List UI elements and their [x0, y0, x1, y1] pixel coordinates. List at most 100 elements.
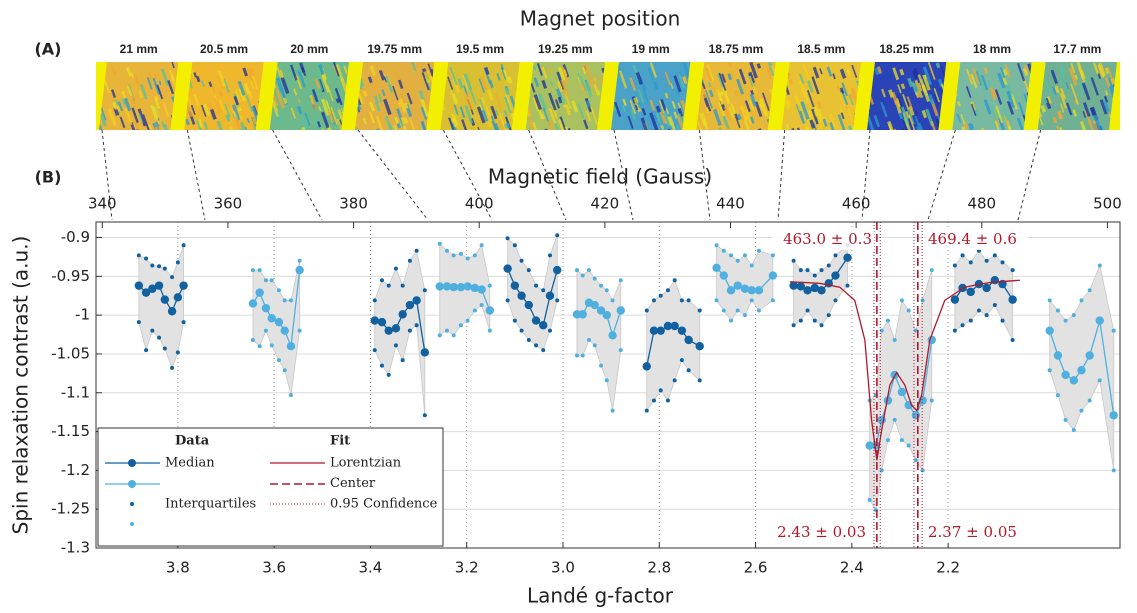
texture-streak	[318, 63, 325, 75]
texture-streak	[1072, 109, 1077, 117]
texture-streak	[667, 128, 673, 130]
texture-streak	[469, 87, 477, 105]
texture-streak	[812, 66, 820, 79]
texture-streak	[222, 78, 230, 93]
texture-streak	[673, 111, 678, 119]
texture-streak	[914, 110, 921, 124]
texture-streak	[807, 110, 814, 121]
median-marker	[843, 253, 852, 262]
texture-streak	[251, 116, 257, 125]
texture-streak	[295, 75, 303, 90]
texture-streak	[1060, 87, 1067, 100]
texture-streak	[791, 127, 797, 130]
texture-streak	[251, 74, 259, 90]
lower-quartile	[1087, 398, 1092, 403]
upper-quartile	[250, 268, 255, 273]
texture-streak	[533, 94, 542, 111]
texture-streak	[489, 115, 498, 130]
upper-quartile	[913, 328, 918, 333]
texture-streak	[813, 110, 818, 117]
texture-streak	[957, 101, 962, 107]
texture-streak	[702, 112, 708, 125]
texture-streak	[906, 96, 914, 110]
lower-quartile	[976, 308, 981, 313]
texture-streak	[968, 73, 973, 80]
connector	[1017, 129, 1042, 221]
texture-streak	[983, 67, 989, 75]
upper-quartile	[1097, 263, 1102, 268]
texture-streak	[487, 120, 493, 128]
upper-quartile	[534, 283, 539, 288]
texture-streak	[217, 70, 226, 88]
texture-streak	[208, 81, 213, 88]
upper-quartile	[714, 243, 719, 248]
texture-streak	[579, 82, 586, 94]
texture-streak	[914, 115, 924, 130]
texture-streak	[759, 100, 767, 114]
texture-streak	[290, 107, 297, 119]
texture-streak	[1043, 95, 1048, 104]
texture-streak	[117, 101, 124, 112]
texture-streak	[130, 72, 134, 78]
texture-streak	[713, 108, 722, 126]
texture-streak	[242, 67, 249, 77]
lower-quartile	[729, 318, 734, 323]
texture-streak	[901, 128, 908, 130]
texture-streak	[786, 99, 792, 107]
upper-quartile	[805, 268, 810, 273]
annotation-bg	[766, 523, 868, 543]
x-axis-title: Landé g-factor	[527, 584, 674, 608]
texture-streak	[238, 87, 246, 102]
texture-streak	[627, 115, 634, 129]
texture-streak	[1066, 102, 1073, 116]
position-label: 19.25 mm	[538, 42, 593, 56]
texture-streak	[229, 126, 235, 130]
texture-streak	[1103, 100, 1110, 112]
texture-streak	[400, 116, 407, 125]
texture-streak	[457, 78, 464, 89]
texture-streak	[666, 116, 672, 126]
upper-quartile	[451, 253, 456, 258]
lower-quartile	[770, 298, 775, 303]
texture-streak	[902, 120, 909, 130]
y-tick-label: -0.9	[61, 228, 90, 246]
texture-streak	[417, 128, 425, 130]
x2-tick-label: 460	[842, 195, 871, 213]
texture-streak	[807, 80, 814, 93]
texture-streak	[171, 62, 175, 69]
texture-streak	[282, 97, 288, 104]
upper-quartile	[519, 258, 524, 263]
texture-streak	[548, 92, 557, 111]
median-marker	[141, 288, 151, 297]
y-tick-label: -1.3	[61, 539, 90, 557]
median-marker	[990, 276, 1000, 285]
upper-quartile	[257, 268, 262, 273]
lower-quartile	[136, 320, 141, 325]
texture-streak	[592, 75, 600, 91]
lower-quartile	[960, 323, 965, 328]
texture-streak	[721, 73, 727, 83]
upper-quartile	[512, 243, 517, 248]
texture-streak	[649, 112, 659, 130]
texture-streak	[639, 76, 647, 91]
lower-quartile	[697, 378, 702, 383]
texture-streak	[480, 75, 488, 91]
texture-streak	[232, 110, 237, 118]
texture-streak	[343, 65, 348, 74]
lower-quartile	[519, 328, 524, 333]
median-marker	[670, 321, 679, 331]
upper-quartile	[679, 298, 684, 303]
lower-quartile	[599, 363, 604, 368]
texture-streak	[148, 124, 152, 130]
texture-streak	[584, 81, 594, 98]
texture-streak	[980, 74, 989, 91]
upper-quartile	[162, 266, 167, 271]
position-label: 18 mm	[973, 42, 1011, 56]
texture-streak	[1058, 78, 1064, 88]
texture-streak	[409, 118, 416, 130]
texture-streak	[450, 89, 459, 105]
lower-quartile	[175, 350, 180, 355]
texture-streak	[629, 99, 637, 115]
texture-streak	[819, 68, 823, 75]
